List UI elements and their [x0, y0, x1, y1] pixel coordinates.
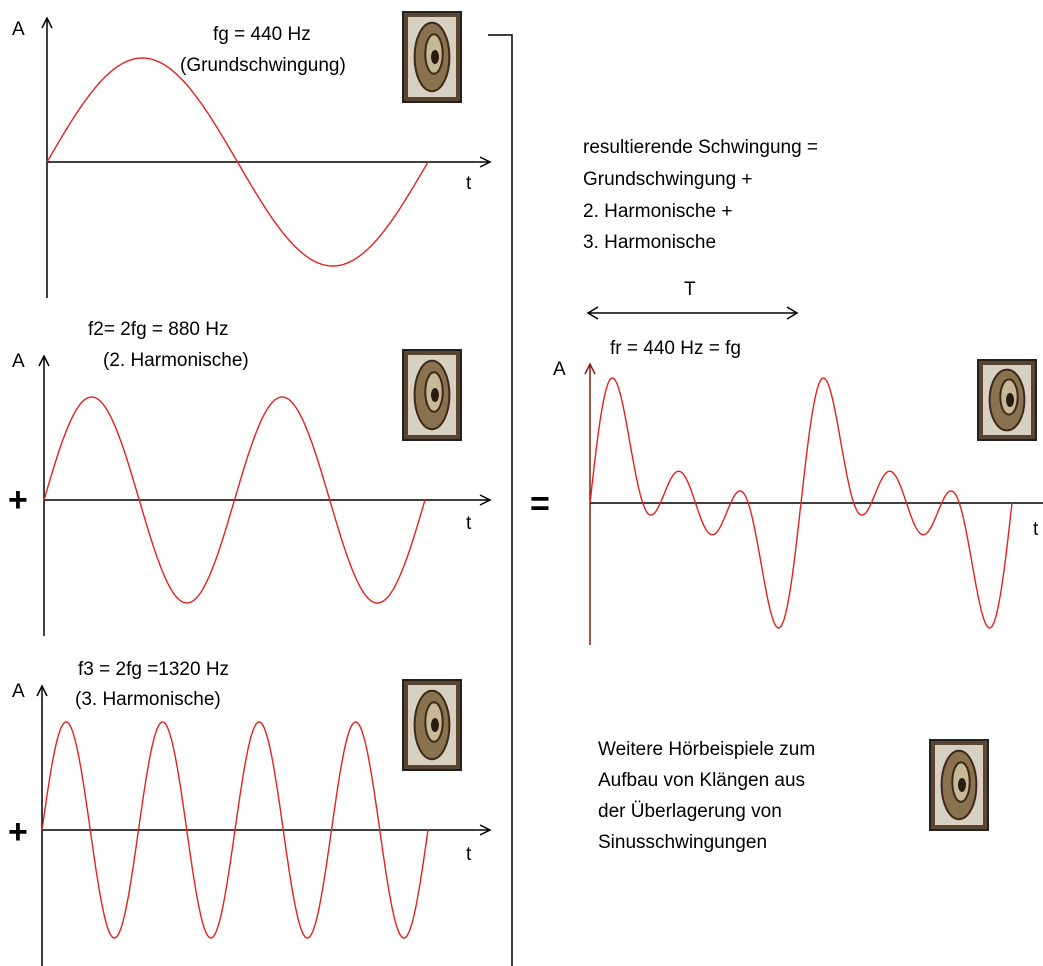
- axis-label: A: [12, 681, 25, 702]
- time-label: t: [466, 844, 472, 865]
- axis-label: A: [12, 19, 25, 40]
- description: Grundschwingung +: [583, 169, 753, 190]
- more-examples: Weitere Hörbeispiele zum Aufbau von Klän…: [598, 739, 815, 853]
- more-text: der Überlagerung von: [598, 801, 782, 822]
- frequency-label: fg = 440 Hz: [213, 24, 311, 45]
- sound-button[interactable]: [403, 12, 461, 102]
- more-text: Weitere Hörbeispiele zum: [598, 739, 815, 760]
- more-text: Aufbau von Klängen aus: [598, 770, 805, 791]
- description: 2. Harmonische +: [583, 201, 732, 222]
- divider: [488, 35, 512, 966]
- ear-canal: [431, 388, 439, 402]
- sound-button[interactable]: [978, 360, 1036, 440]
- operator: +: [8, 481, 28, 519]
- ear-canal: [431, 50, 439, 64]
- axis-label: A: [12, 351, 25, 372]
- description: 3. Harmonische: [583, 232, 716, 253]
- axis-label: A: [553, 359, 566, 380]
- frequency-label: f2= 2fg = 880 Hz: [88, 319, 229, 340]
- time-label: t: [1033, 519, 1039, 540]
- sound-button[interactable]: [930, 740, 988, 830]
- frequency-label: (3. Harmonische): [75, 689, 221, 710]
- frequency-label: fr = 440 Hz = fg: [610, 338, 741, 359]
- frequency-label: (Grundschwingung): [180, 55, 346, 76]
- result: = resultierende Schwingung = Grundschwin…: [530, 137, 1043, 645]
- time-label: t: [466, 173, 472, 194]
- ear-canal: [958, 778, 966, 792]
- operator: +: [8, 813, 28, 851]
- frequency-label: (2. Harmonische): [103, 350, 249, 371]
- more-text: Sinusschwingungen: [598, 832, 767, 853]
- ear-canal: [1006, 393, 1014, 407]
- time-label: t: [466, 513, 472, 534]
- ear-canal: [431, 718, 439, 732]
- frequency-label: f3 = 2fg =1320 Hz: [78, 659, 229, 680]
- description: resultierende Schwingung =: [583, 137, 818, 158]
- sound-button[interactable]: [403, 680, 461, 770]
- period-label: T: [684, 279, 696, 300]
- operator: =: [530, 485, 550, 523]
- diagram: A t fg = 440 Hz (Grundschwingung) A t + …: [0, 0, 1043, 966]
- sound-button[interactable]: [403, 350, 461, 440]
